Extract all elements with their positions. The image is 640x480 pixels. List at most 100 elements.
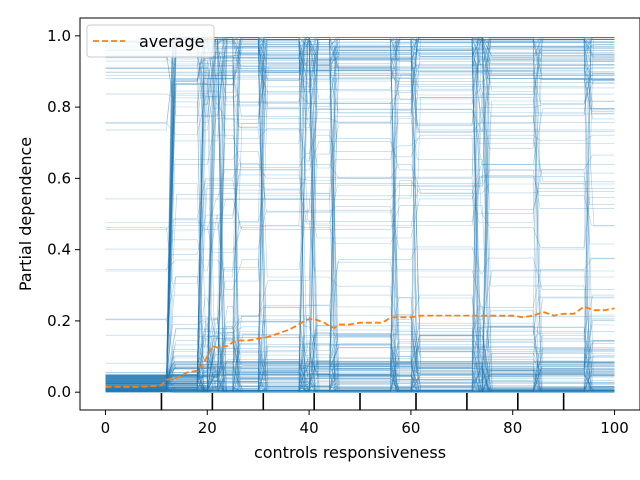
ice-curve [105,340,615,393]
ice-curve [105,337,615,393]
ice-curve [105,355,615,391]
ice-curve [105,338,615,393]
ice-curve [105,39,615,393]
ice-curve [105,39,615,393]
ice-curve [105,334,615,393]
ice-curve [105,39,615,391]
ice-curve [105,344,615,393]
ice-curve [105,374,615,393]
legend-frame [86,24,215,58]
ice-curve [105,39,615,391]
ice-curve [105,39,615,393]
ice-curves [105,37,615,393]
ice-curve [105,108,615,378]
ice-curve [105,39,615,393]
ice-curve [105,47,615,391]
ice-curve [105,37,615,391]
ice-curve [105,306,615,393]
ice-curve [105,37,615,391]
ice-curve [105,141,615,383]
ice-curve [105,336,615,388]
ice-curve [105,372,615,393]
ice-curve [105,371,615,393]
ice-curve [105,39,615,391]
ice-curve [105,324,615,377]
ice-curve [105,374,615,393]
ice-curve [105,37,615,376]
ice-curve [105,354,615,393]
ice-curve [105,39,615,393]
ice-curve [105,37,615,116]
y-tick-label: 1.0 [47,27,71,45]
ice-curve [105,355,615,393]
deciles-rug [160,393,565,410]
ice-curve [105,261,615,382]
ice-curve [105,37,615,96]
ice-curve [105,37,615,393]
ice-curve [105,39,615,393]
ice-curve [105,39,615,227]
ice-curve [105,322,615,393]
ice-curve [105,329,615,393]
ice-curve [105,39,615,391]
ice-curve [105,321,615,393]
ice-curve [105,305,615,393]
ice-curve [105,39,615,393]
y-axis-ticks: 0.0 0.2 0.4 0.6 0.8 1.0 [47,27,80,401]
ice-curve [105,366,615,385]
legend-average-label: average [139,32,205,51]
ice-curve [105,356,615,393]
ice-curve [105,37,615,385]
ice-curve [105,222,615,391]
ice-curve [105,39,615,393]
ice-curve [105,37,615,391]
ice-curve [105,39,615,393]
ice-curve [105,37,615,383]
ice-curve [105,334,615,393]
ice-curve [105,343,615,393]
ice-curve [105,37,615,390]
ice-curve [105,351,615,393]
y-tick-label: 0.8 [47,98,71,116]
ice-curve [105,39,615,387]
ice-curve [105,340,615,393]
ice-curve [105,39,615,391]
ice-curve [105,37,615,385]
ice-curve [105,39,615,393]
ice-curve [105,93,615,391]
ice-curve [105,339,615,393]
ice-curve [105,37,615,391]
axes-frame [79,17,640,411]
ice-curve [105,324,615,391]
ice-curve [105,335,615,393]
x-tick-label: 40 [300,419,319,437]
ice-curve [105,37,615,390]
ice-curve [105,346,615,393]
ice-curve [105,37,615,389]
ice-curve [105,374,615,393]
ice-curve [105,39,615,393]
ice-curve [105,39,615,393]
ice-curve [105,325,615,393]
ice-curve [105,39,615,393]
ice-curve [105,39,615,393]
ice-curve [105,361,615,393]
ice-curve [105,39,615,390]
ice-curve [105,37,615,391]
ice-curve [105,164,615,391]
ice-curve [105,359,615,393]
ice-curve [105,39,615,391]
ice-curve [105,321,615,393]
y-tick-label: 0.2 [47,312,71,330]
ice-curve [105,65,615,169]
ice-curve [105,39,615,377]
ice-curve [105,326,615,393]
ice-curve [105,39,615,391]
ice-curve [105,174,615,391]
ice-curve [105,340,615,386]
ice-curve [105,39,615,393]
ice-curve [105,39,615,392]
x-axis-ticks: 0 20 40 60 80 100 [101,410,629,437]
ice-curve [105,37,615,123]
